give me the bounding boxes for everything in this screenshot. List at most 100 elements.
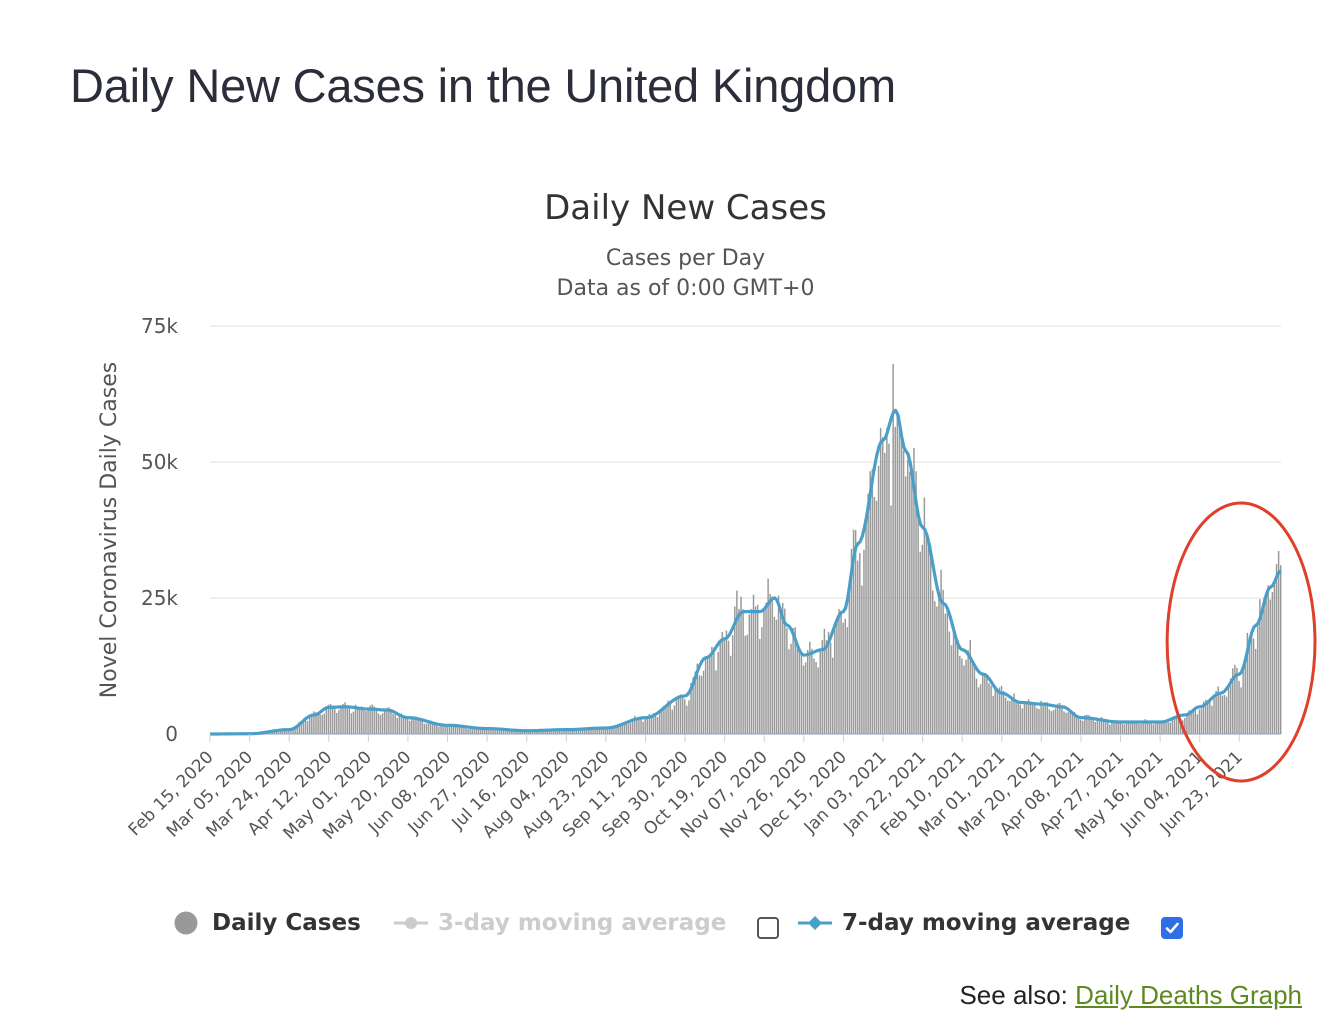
- daily-case-bar: [490, 728, 492, 734]
- daily-case-bar: [1071, 713, 1074, 734]
- daily-case-bar: [540, 730, 542, 734]
- daily-case-bar: [302, 718, 305, 734]
- daily-case-bar: [663, 705, 665, 734]
- daily-case-bar: [831, 657, 834, 734]
- daily-case-bar: [375, 708, 378, 734]
- daily-case-bar: [875, 500, 878, 734]
- daily-case-bar: [1073, 712, 1076, 734]
- 3day-average-checkbox[interactable]: [757, 917, 779, 939]
- daily-case-bar: [329, 703, 332, 734]
- daily-case-bar: [1261, 612, 1263, 734]
- daily-case-bar: [431, 721, 434, 734]
- daily-case-bar: [411, 718, 413, 734]
- daily-deaths-graph-link[interactable]: Daily Deaths Graph: [1075, 980, 1302, 1010]
- daily-case-bar: [1000, 685, 1003, 734]
- daily-case-bar: [1184, 717, 1186, 734]
- daily-case-bar: [556, 730, 559, 734]
- daily-case-bar: [981, 673, 984, 734]
- daily-case-bar: [902, 450, 905, 734]
- checkmark-icon: [1165, 922, 1179, 934]
- daily-case-bar: [1236, 667, 1238, 734]
- daily-case-bar: [1102, 719, 1105, 734]
- daily-case-bar: [602, 727, 605, 734]
- 7day-average-checkbox[interactable]: [1161, 917, 1183, 939]
- daily-case-bar: [944, 613, 946, 734]
- daily-case-bar: [938, 596, 940, 734]
- daily-case-bar: [973, 666, 976, 734]
- daily-case-bar: [684, 699, 686, 734]
- daily-case-bar: [579, 728, 582, 734]
- legend-item-7day-average[interactable]: 7-day moving average: [798, 905, 1130, 941]
- y-tick-label: 0: [165, 722, 178, 746]
- daily-case-bar: [842, 622, 844, 734]
- daily-case-bar: [963, 665, 965, 734]
- daily-case-bar: [346, 706, 348, 734]
- daily-case-bar: [706, 657, 709, 734]
- daily-case-bar: [381, 713, 384, 734]
- daily-case-bar: [896, 411, 899, 734]
- daily-case-bar: [1152, 724, 1155, 734]
- daily-case-bar: [350, 713, 353, 734]
- daily-case-bar: [477, 728, 480, 734]
- daily-case-bar: [383, 710, 386, 734]
- daily-case-bar: [1075, 716, 1078, 734]
- daily-case-bar: [854, 530, 857, 734]
- daily-case-bar: [1011, 699, 1013, 734]
- daily-case-bar: [756, 604, 759, 734]
- daily-case-bar: [1109, 724, 1111, 734]
- daily-case-bar: [544, 730, 546, 734]
- daily-case-bar: [744, 635, 746, 734]
- daily-case-bar: [1171, 719, 1174, 734]
- daily-case-bar: [871, 469, 874, 734]
- daily-cases-bars: [211, 364, 1282, 734]
- legend-item-daily-cases[interactable]: Daily Cases: [174, 905, 361, 941]
- daily-case-bar: [1250, 633, 1253, 734]
- daily-case-bar: [634, 715, 636, 734]
- daily-case-bar: [800, 652, 803, 734]
- daily-case-bar: [1025, 704, 1028, 734]
- daily-case-bar: [396, 718, 398, 734]
- daily-case-bar: [458, 725, 461, 734]
- daily-case-bar: [277, 730, 280, 734]
- daily-case-bar: [442, 725, 444, 734]
- daily-case-bar: [677, 695, 680, 734]
- daily-case-bar: [408, 720, 411, 734]
- highlight-annotation-ellipse: [1165, 501, 1317, 783]
- daily-case-bar: [879, 428, 882, 734]
- daily-case-bar: [1029, 701, 1032, 734]
- daily-case-bar: [1004, 697, 1007, 734]
- daily-case-bar: [863, 549, 865, 734]
- daily-case-bar: [1127, 722, 1130, 734]
- daily-case-bar: [1061, 707, 1063, 734]
- daily-case-bar: [717, 651, 719, 734]
- daily-case-bar: [306, 721, 309, 734]
- daily-case-bar: [1009, 700, 1011, 734]
- daily-case-bar: [775, 619, 778, 734]
- daily-case-bar: [1169, 722, 1172, 734]
- daily-case-bar: [1067, 712, 1069, 734]
- daily-case-bar: [1084, 715, 1086, 734]
- daily-case-bar: [1104, 720, 1107, 734]
- daily-case-bar: [427, 722, 430, 734]
- daily-case-bar: [456, 726, 459, 734]
- daily-case-bar: [804, 662, 807, 734]
- daily-case-bar: [1161, 722, 1163, 734]
- daily-case-bar: [1271, 592, 1274, 734]
- daily-case-bar: [308, 717, 311, 734]
- legend-item-3day-average[interactable]: 3-day moving average: [394, 905, 726, 941]
- daily-case-bar: [452, 726, 455, 734]
- daily-case-bar: [406, 716, 409, 734]
- daily-case-bar: [554, 730, 557, 734]
- daily-case-bar: [888, 443, 890, 734]
- daily-case-bar: [877, 465, 880, 734]
- daily-case-bar: [850, 548, 853, 734]
- daily-case-bar: [294, 728, 296, 734]
- daily-case-bar: [781, 602, 784, 734]
- daily-case-bar: [369, 705, 371, 734]
- daily-case-bar: [765, 602, 767, 734]
- daily-case-bar: [348, 708, 351, 734]
- daily-case-bar: [315, 712, 317, 734]
- daily-case-bar: [700, 675, 703, 734]
- daily-case-bar: [675, 696, 678, 734]
